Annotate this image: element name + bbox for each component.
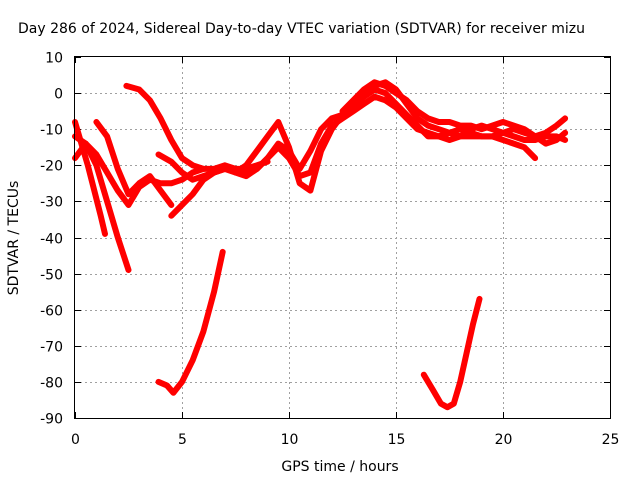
- y-axis-label: SDTVAR / TECUs: [6, 181, 22, 296]
- y-tick-label: 10: [45, 51, 63, 67]
- chart-title: Day 286 of 2024, Sidereal Day-to-day VTE…: [18, 21, 585, 37]
- x-tick-label: 0: [71, 432, 80, 448]
- x-tick-label: 20: [495, 432, 513, 448]
- series-arc-8: [168, 93, 539, 219]
- x-tick-label: 5: [178, 432, 187, 448]
- y-tick-label: -20: [40, 159, 63, 175]
- y-tick-label: -30: [40, 195, 63, 211]
- y-tick-label: -90: [40, 412, 63, 428]
- series-arc-5: [123, 82, 271, 172]
- series-arc-10: [339, 79, 569, 147]
- data-series: [72, 79, 569, 411]
- y-tick-label: -80: [40, 376, 63, 392]
- y-tick-label: -40: [40, 232, 63, 248]
- series-arc-4: [93, 119, 175, 208]
- y-tick-label: -10: [40, 123, 63, 139]
- x-tick-label: 10: [281, 432, 299, 448]
- axis-ticks: 10 0 -10 -20 -30 -40 -50 -60 -70 -80 -90 0 5 10 15 20 25: [40, 51, 619, 449]
- series-arc-11: [420, 295, 483, 411]
- series-arc-6: [155, 248, 226, 396]
- y-tick-label: -50: [40, 268, 63, 284]
- plot-frame: [74, 56, 611, 419]
- y-tick-label: -60: [40, 304, 63, 320]
- y-tick-label: -70: [40, 340, 63, 356]
- x-tick-label: 25: [602, 432, 620, 448]
- x-axis-label: GPS time / hours: [281, 459, 398, 475]
- y-tick-label: 0: [54, 87, 63, 103]
- x-tick-label: 15: [388, 432, 406, 448]
